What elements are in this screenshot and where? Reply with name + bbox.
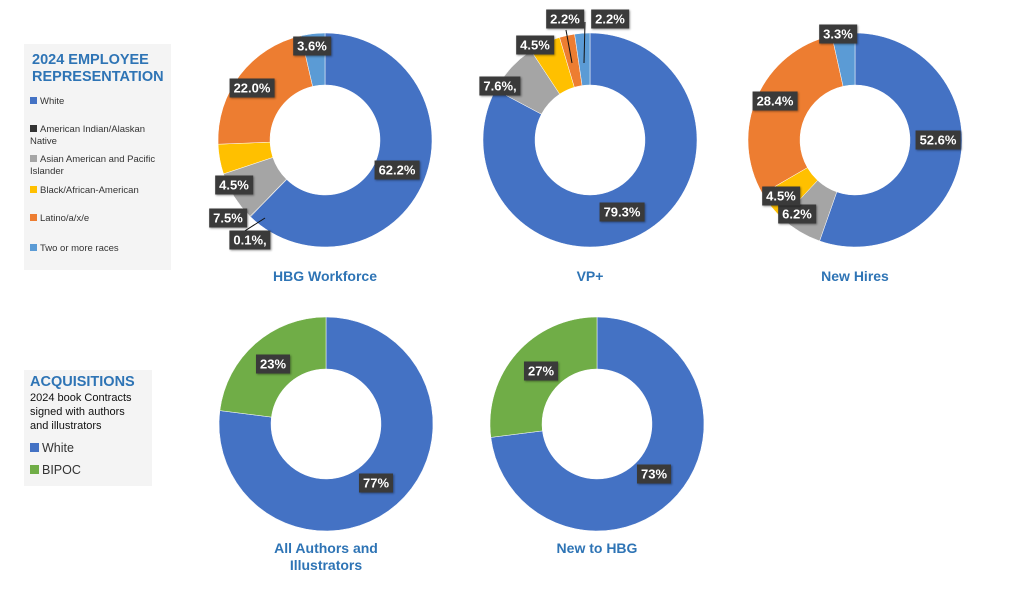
legend-swatch — [30, 214, 37, 221]
legend-swatch — [30, 155, 37, 162]
legend-item: Asian American and Pacific Islander — [30, 154, 168, 178]
legend-label: White — [40, 96, 65, 107]
acquisitions-legend-subtitle: 2024 book Contracts signed with authors … — [30, 392, 132, 432]
data-label: 73% — [636, 464, 672, 484]
legend-swatch — [30, 97, 37, 104]
data-label: 2.2% — [546, 9, 584, 29]
donut-chart — [217, 32, 433, 248]
legend-item: White — [30, 441, 146, 455]
legend-item: Latino/a/x/e — [30, 213, 168, 225]
legend-label: American Indian/Alaskan Native — [30, 124, 146, 147]
data-label: 7.6%, — [479, 76, 521, 96]
data-label: 28.4% — [752, 91, 798, 111]
legend-swatch — [30, 465, 39, 474]
data-label: 3.3% — [819, 24, 857, 44]
leader-line — [583, 21, 586, 64]
data-label: 22.0% — [229, 78, 275, 98]
donut-slice — [482, 32, 698, 248]
employee-legend-title: 2024 EMPLOYEE REPRESENTATION — [32, 52, 164, 86]
legend-label: Asian American and Pacific Islander — [30, 154, 156, 177]
donut-slice — [250, 32, 433, 248]
donut-slice — [747, 35, 844, 195]
donut-chart — [489, 316, 705, 532]
chart-title: All Authors and Illustrators — [274, 540, 378, 573]
legend-label: Latino/a/x/e — [40, 213, 90, 224]
donut-chart — [218, 316, 434, 532]
data-label: 0.1%, — [229, 230, 271, 250]
legend-title-line: REPRESENTATION — [32, 69, 164, 85]
legend-item: American Indian/Alaskan Native — [30, 124, 168, 148]
chart-title: VP+ — [576, 268, 604, 284]
donut-chart — [747, 32, 963, 248]
donut-slice — [819, 32, 963, 248]
data-label: 4.5% — [762, 186, 800, 206]
legend-label: Black/African-American — [40, 185, 139, 196]
leader-line — [565, 29, 573, 64]
data-label: 52.6% — [915, 130, 961, 150]
legend-label: White — [42, 441, 74, 455]
data-label: 23% — [255, 354, 291, 374]
data-label: 4.5% — [215, 175, 253, 195]
legend-swatch — [30, 244, 37, 251]
data-label: 79.3% — [599, 202, 645, 222]
legend-item: Black/African-American — [30, 185, 168, 197]
employee-legend: 2024 EMPLOYEE REPRESENTATION White Americ… — [24, 44, 171, 270]
legend-label: BIPOC — [42, 463, 81, 477]
data-label: 3.6% — [293, 36, 331, 56]
donut-slice — [574, 32, 591, 86]
data-label: 6.2% — [778, 204, 816, 224]
data-label: 4.5% — [516, 35, 554, 55]
legend-title-line: 2024 EMPLOYEE — [32, 52, 149, 68]
chart-title: New to HBG — [556, 540, 638, 556]
legend-label: Two or more races — [40, 243, 119, 254]
data-label: 27% — [523, 361, 559, 381]
legend-swatch — [30, 186, 37, 193]
legend-swatch — [30, 125, 37, 132]
data-label: 62.2% — [374, 160, 420, 180]
legend-item: Two or more races — [30, 243, 168, 255]
chart-title: New Hires — [821, 268, 889, 284]
acquisitions-legend: ACQUISITIONS 2024 book Contracts signed … — [24, 370, 152, 486]
acquisitions-legend-title: ACQUISITIONS — [30, 374, 135, 390]
legend-item: BIPOC — [30, 463, 146, 477]
legend-item: White — [30, 96, 168, 108]
data-label: 77% — [358, 473, 394, 493]
legend-swatch — [30, 443, 39, 452]
data-label: 2.2% — [591, 9, 629, 29]
chart-title: HBG Workforce — [273, 268, 377, 284]
data-label: 7.5% — [209, 208, 247, 228]
donut-chart — [482, 21, 698, 248]
